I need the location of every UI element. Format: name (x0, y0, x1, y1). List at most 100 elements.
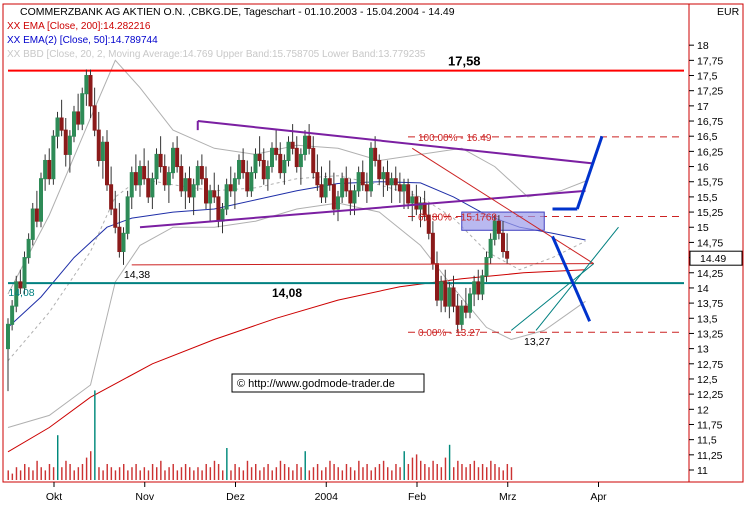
candle-body (410, 196, 415, 204)
y-tick-label: 12,75 (697, 359, 723, 371)
chart-title: COMMERZBANK AG AKTIEN O.N. ,CBKG.DE, Tag… (20, 6, 455, 18)
candle-body (191, 184, 196, 198)
volume-bar (448, 444, 451, 480)
candle-body (364, 184, 369, 192)
volume-bar (222, 470, 224, 480)
price-annotation: 13,27 (524, 336, 550, 348)
candle-body (369, 147, 373, 192)
candle-body (435, 263, 439, 301)
candle-body (59, 117, 64, 131)
candle-body (88, 75, 93, 107)
candle-body (67, 135, 72, 155)
candle-body (133, 172, 138, 186)
candle-body (117, 226, 122, 253)
candle-body (171, 147, 175, 174)
volume-bar (77, 467, 80, 480)
volume-bar (139, 470, 141, 480)
y-tick-label: 16,25 (697, 146, 723, 158)
volume-bar (255, 464, 257, 480)
volume-bar (160, 460, 162, 480)
y-tick-label: 14,25 (697, 268, 723, 280)
volume-bar (490, 460, 492, 480)
volume-bar (395, 464, 397, 480)
candle-body (377, 159, 382, 180)
volume-bar (349, 467, 352, 480)
price-annotation: 14,08 (8, 287, 34, 299)
volume-bar (275, 467, 278, 480)
volume-bar (135, 464, 137, 480)
volume-bar (246, 460, 249, 480)
volume-bar (321, 470, 323, 480)
volume-bar (226, 448, 228, 480)
volume-bar (172, 464, 174, 480)
volume-bar (279, 460, 282, 480)
volume-bar (193, 470, 195, 480)
volume-bar (481, 464, 484, 480)
projection-trendline (575, 135, 604, 210)
volume-bar (387, 467, 389, 480)
volume-bar (73, 470, 75, 480)
volume-bar (52, 467, 55, 480)
volume-bar (374, 467, 377, 480)
candle-body (274, 147, 279, 155)
candle-body (220, 208, 225, 222)
volume-bar (81, 464, 84, 480)
volume-bar (271, 470, 273, 480)
last-price-label: 14.49 (700, 253, 726, 265)
volume-bar (312, 467, 315, 480)
volume-bar (238, 467, 240, 480)
y-tick-label: 18 (697, 40, 709, 52)
candle-body (257, 153, 262, 161)
candle-body (352, 190, 357, 204)
candle-body (142, 166, 147, 180)
candle-body (348, 190, 353, 204)
volume-bar (498, 467, 500, 480)
candle-body (422, 202, 427, 216)
candle-body (39, 178, 43, 222)
y-tick-label: 13,25 (697, 328, 723, 340)
candle-body (315, 172, 320, 186)
volume-bar (378, 464, 381, 480)
candle-body (80, 93, 85, 125)
candle-body (76, 111, 81, 125)
resistance-label: 17,58 (448, 54, 481, 69)
candle-body (298, 153, 303, 168)
candle-body (199, 166, 204, 180)
volume-bar (506, 464, 509, 480)
volume-bar (201, 470, 203, 480)
candle-body (34, 208, 39, 222)
candle-body (138, 166, 142, 186)
candle-body (22, 257, 27, 289)
volume-bar (366, 464, 368, 480)
bollinger-middle (7, 175, 586, 362)
candle-body (393, 178, 398, 186)
candle-body (109, 184, 114, 210)
volume-bar (354, 470, 356, 480)
candle-body (402, 184, 406, 192)
volume-bar (24, 464, 26, 480)
volume-bar (189, 467, 191, 480)
last-price-box (689, 250, 743, 266)
candle-body (455, 305, 460, 325)
candle-body (282, 159, 287, 174)
candle-body (331, 184, 336, 210)
volume-bar (473, 460, 476, 480)
candle-body (96, 129, 101, 161)
candle-body (319, 184, 324, 198)
candle-body (496, 220, 501, 234)
currency-label: EUR (717, 6, 740, 18)
volume-bar (300, 467, 302, 480)
volume-bar (106, 464, 108, 480)
volume-bar (168, 467, 170, 480)
volume-bar (147, 470, 150, 480)
volume-bar (15, 467, 18, 480)
volume-bar (440, 467, 443, 480)
y-tick-label: 16,5 (697, 131, 718, 143)
candle-body (360, 172, 365, 186)
volume-bar (32, 470, 34, 480)
candle-body (472, 281, 477, 295)
volume-bar (61, 467, 63, 480)
fib-level-label: 0.00% - 13.27 (418, 328, 481, 339)
volume-bar (36, 460, 38, 480)
